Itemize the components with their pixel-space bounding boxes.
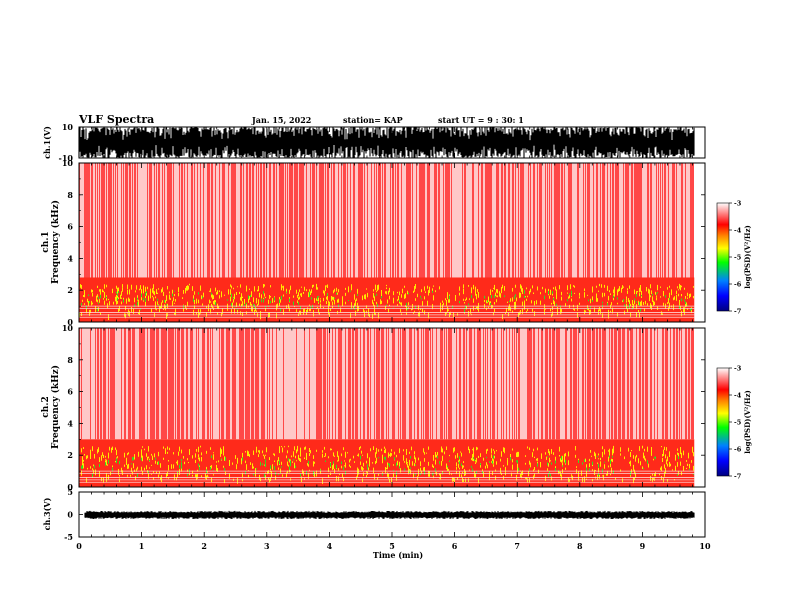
ch1-spectrogram-yaxis: 0 2 4 6 8 10 [62,158,705,327]
ch2-spectrogram-ytick-label: 8 [67,355,73,365]
ch2-spectrogram-panel: 0 2 4 6 8 10 ch.2 Frequency (kHz) [41,323,706,492]
ch1-spectrogram-ytick-label: 6 [67,222,73,232]
figure-title: VLF Spectra [78,113,154,126]
ch1-spectrogram-ylabel-unit: Frequency (kHz) [50,200,61,284]
ch2-spectrogram-ytick-label: 0 [67,482,73,492]
ch2-colorbar-tick-label: -7 [734,473,741,481]
ch2-spectrogram-ylabel-channel: ch.2 [41,396,51,417]
figure-station: station= KAP [343,115,403,125]
ch2-spectrogram-ytick-label: 10 [62,323,74,333]
ch2-colorbar-gradient [716,367,730,477]
ch2-spectrogram-peak-emission [81,455,694,477]
ch2-spectrogram-yaxis: 0 2 4 6 8 10 [62,323,705,492]
time-axis-label: Time (min) [373,550,423,560]
ch1-colorbar-gradient [716,202,730,312]
ch1-spectrogram-ytick-label: 10 [62,158,74,168]
time-tick-label: 7 [514,541,520,551]
ch1-colorbar-tick-label: -3 [734,200,742,208]
ch3-waveform-ytick-label: 5 [67,487,73,497]
ch3-waveform-line [84,510,695,519]
time-tick-label: 1 [139,541,145,551]
ch1-waveform-trace [78,127,695,158]
figure-start-time: start UT = 9 : 30: 1 [438,115,524,125]
ch3-waveform-panel: 5 0 -5 ch.3(V) [42,487,706,542]
ch2-colorbar-ticks: -3 -4 -5 -6 -7 [729,365,742,481]
ch1-waveform-ylabel: ch.1(V) [42,126,52,159]
ch1-spectrogram-ytick-label: 2 [67,285,73,295]
time-axis-ticks [78,127,706,537]
ch2-colorbar-tick-label: -4 [734,392,742,400]
time-tick-label: 9 [640,541,646,551]
ch1-colorbar-tick-label: -4 [734,227,742,235]
ch1-colorbar: -3 -4 -5 -6 -7 log(PSD)(V²/Hz) [716,200,752,316]
ch2-spectrogram-image [79,328,705,487]
time-axis-tick-labels: 0 1 2 3 4 5 6 7 8 9 10 [76,541,711,551]
time-tick-label: 6 [452,541,458,551]
ch1-waveform-ytick-top: 10 [62,122,74,132]
ch1-spectrogram-ytick-label: 4 [67,253,73,263]
time-tick-label: 3 [264,541,270,551]
ch1-colorbar-tick-label: -7 [734,308,741,316]
ch1-spectrogram-image [79,163,705,322]
ch1-colorbar-ticks: -3 -4 -5 -6 -7 [729,200,742,316]
time-tick-label: 2 [201,541,207,551]
ch2-spectrogram-no-data [694,328,705,487]
ch2-colorbar-tick-label: -6 [734,446,742,454]
ch1-colorbar-tick-label: -6 [734,281,742,289]
ch2-colorbar-tick-label: -3 [734,365,742,373]
ch2-spectrogram-ytick-label: 4 [67,418,73,428]
ch1-colorbar-label: log(PSD)(V²/Hz) [743,225,752,289]
ch2-spectrogram-ylabel-unit: Frequency (kHz) [50,365,61,449]
ch2-colorbar: -3 -4 -5 -6 -7 log(PSD)(V²/Hz) [716,365,752,481]
ch3-waveform-ytick-label: -5 [64,532,73,542]
ch2-spectrogram-weak-streaks [80,328,691,440]
ch2-spectrogram-ytick-label: 2 [67,450,73,460]
ch1-spectrogram-weak-streaks [80,163,690,278]
time-tick-label: 4 [327,541,333,551]
ch1-waveform-ytick-bottom: -10 [59,153,74,163]
ch1-spectrogram-ylabel-channel: ch.1 [41,231,51,252]
time-tick-label: 0 [76,541,82,551]
ch1-spectrogram-ytick-label: 0 [67,317,73,327]
ch1-spectrogram-panel: 0 2 4 6 8 10 ch.1 Frequency (kHz) [41,158,706,327]
ch2-spectrogram-ytick-label: 6 [67,387,73,397]
ch1-spectrogram-ytick-label: 8 [67,190,73,200]
ch3-waveform-ytick-label: 0 [67,510,73,520]
ch3-waveform-yaxis: 5 0 -5 [64,487,83,542]
ch1-waveform-line [78,127,695,158]
ch2-colorbar-tick-label: -5 [734,419,742,427]
ch3-waveform-trace [84,510,695,519]
ch3-waveform-ylabel: ch.3(V) [42,497,52,530]
time-tick-label: 5 [389,541,395,551]
time-tick-label: 10 [699,541,711,551]
time-tick-label: 8 [577,541,583,551]
ch2-colorbar-label: log(PSD)(V²/Hz) [743,390,752,454]
figure-date: Jan. 15, 2022 [251,115,311,125]
ch1-colorbar-tick-label: -5 [734,254,742,262]
ch1-spectrogram-no-data [694,163,705,322]
